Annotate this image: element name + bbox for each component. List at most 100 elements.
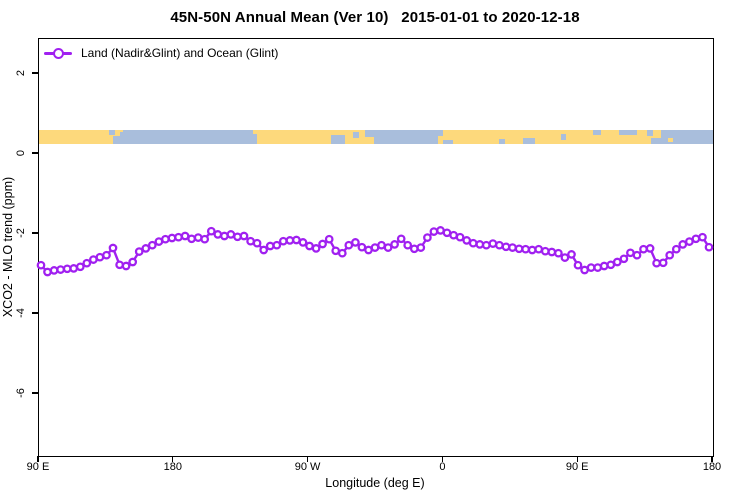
data-point-marker [377, 240, 386, 250]
data-point-marker [187, 234, 196, 244]
land-ocean-map-band [39, 130, 713, 144]
x-axis-tick-label: 90 W [294, 461, 321, 473]
data-point-marker [206, 226, 216, 236]
data-point-marker [56, 265, 65, 274]
data-point-marker [43, 267, 52, 277]
x-axis-tick [441, 456, 444, 462]
data-point-marker [521, 244, 530, 254]
data-point-marker [423, 233, 432, 242]
data-point-marker [416, 243, 426, 252]
y-axis-tick-label: 2 [15, 69, 27, 77]
data-point-marker [508, 243, 517, 252]
x-axis-tick [576, 456, 578, 462]
data-point-marker [331, 246, 341, 256]
data-point-marker [554, 248, 563, 258]
data-point-marker [200, 234, 210, 244]
x-axis-tick [306, 456, 309, 462]
ocean-region [647, 130, 653, 136]
x-axis-tick-label: 0 [439, 461, 446, 473]
data-point-marker [468, 238, 478, 248]
data-point-marker [390, 240, 399, 249]
data-point-marker [265, 241, 275, 251]
data-point-marker [429, 227, 439, 236]
data-point-marker [691, 234, 701, 244]
data-point-marker [102, 250, 111, 260]
data-point-marker [292, 235, 301, 245]
data-point-marker [409, 244, 419, 254]
data-point-marker [272, 240, 282, 250]
data-point-marker [658, 258, 668, 268]
ocean-region [365, 130, 374, 137]
y-axis-tick-label: -2 [15, 228, 27, 238]
data-point-marker [671, 244, 681, 254]
data-point-marker [619, 254, 629, 264]
ocean-region [651, 138, 661, 144]
legend-label: Land (Nadir&Glint) and Ocean (Glint) [81, 46, 279, 60]
data-point-marker [626, 248, 635, 258]
ocean-region [113, 136, 121, 144]
data-point-marker [239, 231, 249, 241]
data-point-marker [298, 238, 308, 247]
data-point-marker [639, 244, 648, 254]
data-point-marker [573, 260, 583, 270]
legend-marker-icon [44, 47, 72, 59]
ocean-region [619, 130, 637, 135]
y-axis-tick [32, 392, 38, 394]
ocean-region [661, 130, 713, 144]
ocean-region [123, 130, 257, 144]
y-axis-tick-label: 0 [15, 149, 27, 157]
x-axis-tick-label: 90 E [565, 461, 589, 473]
x-axis-tick [172, 456, 174, 462]
data-point-marker [344, 240, 354, 250]
legend: Land (Nadir&Glint) and Ocean (Glint) [44, 46, 278, 60]
data-point-marker [357, 242, 367, 252]
data-point-marker [69, 264, 79, 273]
ocean-region [593, 130, 601, 135]
data-point-marker [567, 250, 576, 259]
ocean-region [353, 132, 359, 138]
data-point-marker [698, 232, 707, 242]
data-point-marker [147, 240, 157, 250]
ocean-region [109, 130, 115, 135]
y-axis-tick [32, 232, 38, 234]
data-point-marker [396, 234, 406, 244]
data-point-marker [586, 263, 596, 272]
data-point-marker [534, 244, 544, 254]
data-point-marker [704, 242, 714, 252]
data-point-marker [75, 262, 85, 272]
data-point-marker [108, 243, 118, 253]
data-point-marker [121, 261, 131, 271]
legend-circle-icon [53, 48, 64, 59]
x-axis-title: Longitude (deg E) [325, 476, 425, 490]
data-point-marker [560, 253, 570, 262]
y-axis-tick [32, 72, 38, 74]
data-point-marker [599, 261, 609, 271]
data-point-marker [403, 240, 413, 250]
data-point-marker [665, 250, 675, 260]
data-point-marker [213, 230, 223, 239]
data-point-marker [95, 252, 105, 262]
y-axis-title: XCO2 - MLO trend (ppm) [1, 176, 15, 318]
data-point-marker [547, 247, 557, 257]
ocean-region [438, 130, 443, 136]
data-point-marker [495, 240, 504, 250]
y-axis-tick [32, 312, 38, 314]
data-point-marker [252, 238, 262, 248]
ocean-region [331, 135, 345, 144]
y-axis-tick [32, 152, 38, 154]
data-point-marker [82, 258, 92, 268]
data-point-marker [161, 234, 170, 244]
data-point-marker [311, 244, 321, 253]
data-series-svg [36, 226, 714, 277]
data-point-marker [174, 232, 183, 242]
data-point-marker [259, 245, 269, 255]
data-point-marker [278, 236, 288, 246]
data-point-marker [36, 260, 46, 270]
ocean-region [523, 138, 535, 144]
data-point-marker [318, 239, 327, 249]
data-point-marker [134, 247, 144, 256]
data-point-marker [678, 240, 688, 249]
data-point-marker [632, 250, 642, 260]
plot-area: Land (Nadir&Glint) and Ocean (Glint) [36, 38, 714, 457]
